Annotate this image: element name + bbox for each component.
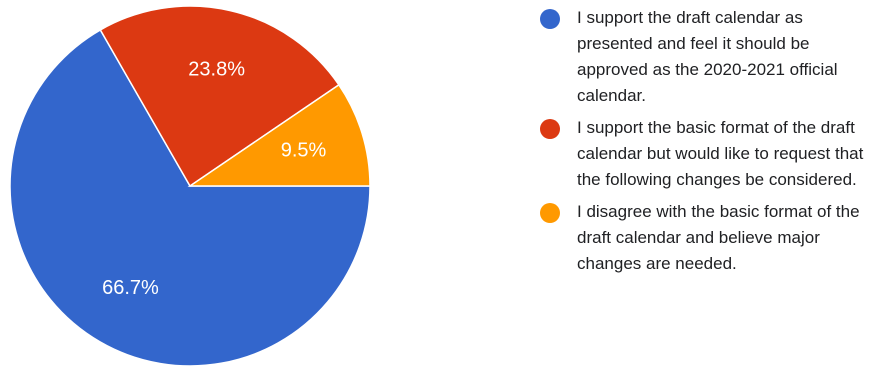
- legend-label-support-with-changes: I support the basic format of the draft …: [577, 118, 864, 189]
- legend: I support the draft calendar as presente…: [540, 5, 888, 283]
- legend-item-support-with-changes[interactable]: I support the basic format of the draft …: [540, 115, 888, 193]
- legend-label-support-as-presented: I support the draft calendar as presente…: [577, 8, 838, 105]
- pie-slice-support-as-presented[interactable]: [9, 28, 371, 366]
- pie-slice-disagree[interactable]: [187, 83, 371, 187]
- legend-label-disagree: I disagree with the basic format of the …: [577, 202, 860, 273]
- pie-label-support-with-changes: 23.8%: [188, 59, 245, 81]
- legend-item-support-as-presented[interactable]: I support the draft calendar as presente…: [540, 5, 888, 109]
- pie-slice-support-with-changes[interactable]: [99, 5, 340, 188]
- legend-swatch-disagree: [540, 203, 560, 223]
- legend-swatch-support-with-changes: [540, 119, 560, 139]
- pie-chart: 66.7% 23.8% 9.5%: [9, 5, 371, 366]
- pie-label-disagree: 9.5%: [281, 139, 327, 161]
- legend-swatch-support-as-presented: [540, 9, 560, 29]
- legend-item-disagree[interactable]: I disagree with the basic format of the …: [540, 199, 888, 277]
- pie-label-support-as-presented: 66.7%: [102, 277, 159, 299]
